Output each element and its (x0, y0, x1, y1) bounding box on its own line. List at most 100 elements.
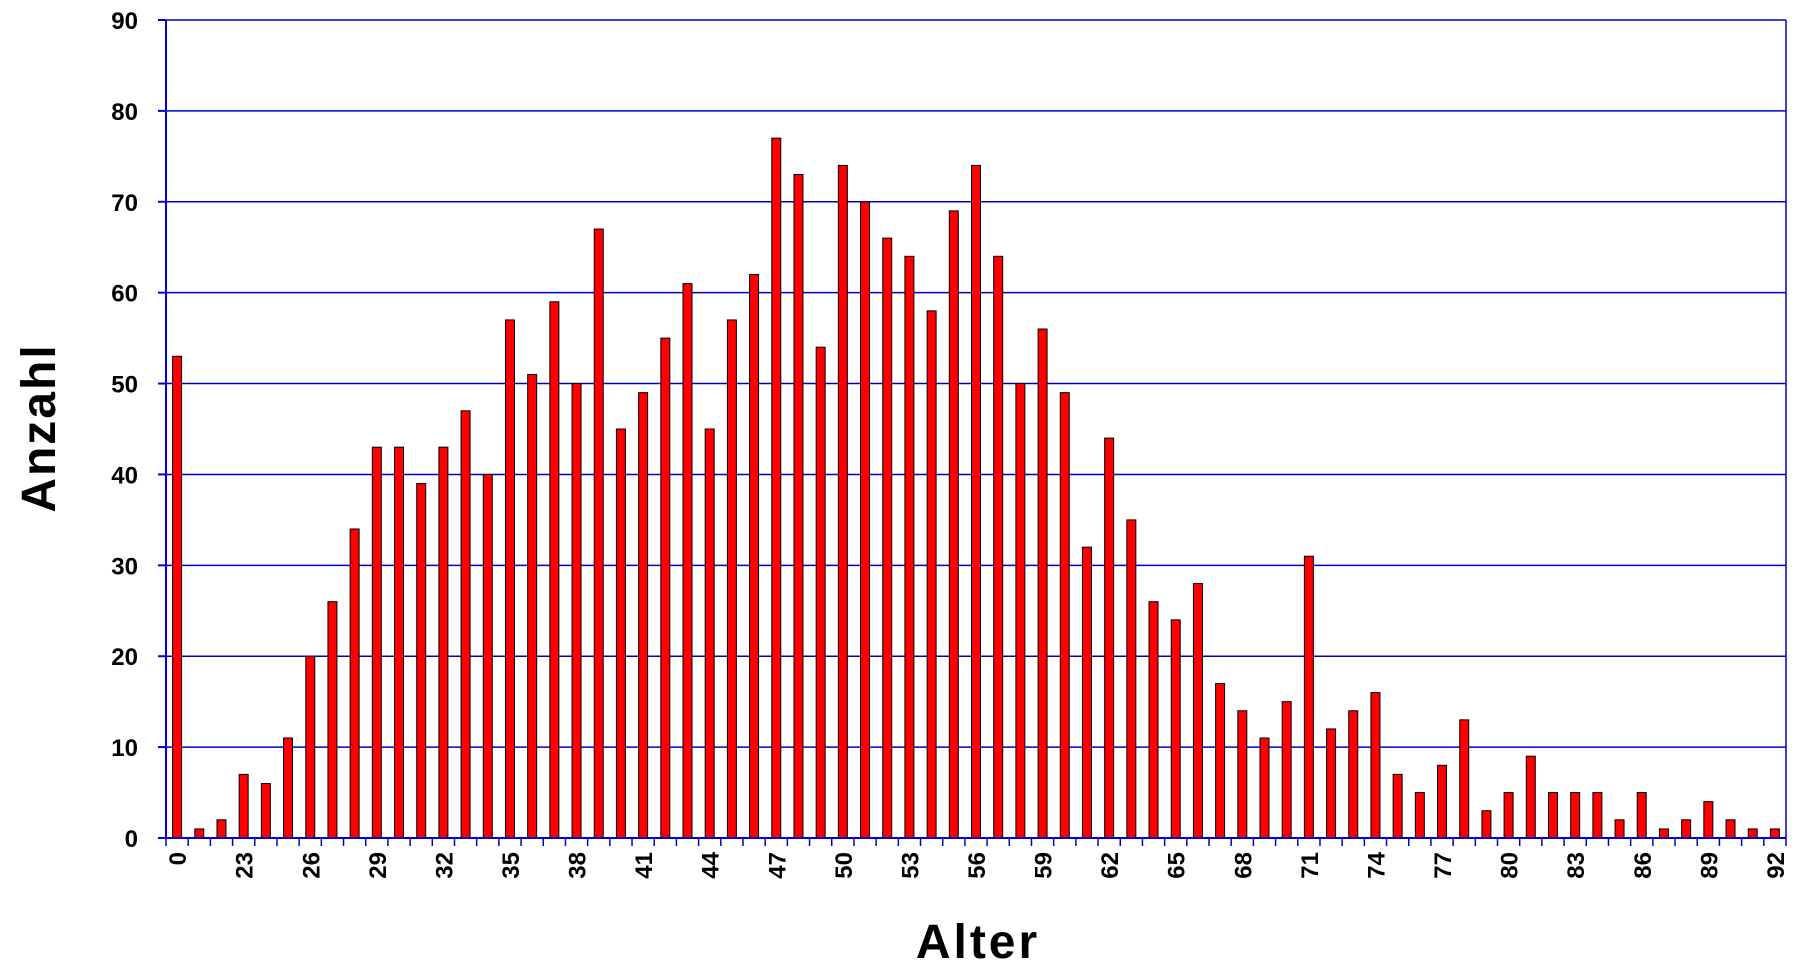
bar-75 (1392, 773, 1403, 839)
bars (172, 137, 1780, 839)
bar-76 (1414, 792, 1425, 839)
bar-47 (771, 137, 782, 839)
bar-84 (1592, 792, 1603, 839)
bar-33 (460, 410, 471, 839)
bar-0 (172, 355, 183, 839)
bar-45 (726, 319, 737, 839)
bar-86 (1636, 792, 1647, 839)
x-tick-label: 68 (1230, 852, 1257, 879)
x-tick-label: 83 (1563, 852, 1590, 879)
x-tick-label: 59 (1031, 852, 1058, 879)
bar-40 (615, 428, 626, 839)
bar-36 (527, 373, 538, 839)
x-tick-label: 44 (698, 851, 725, 878)
bar-78 (1459, 719, 1470, 839)
bar-56 (971, 164, 981, 839)
bar-53 (904, 255, 915, 839)
bar-91 (1747, 828, 1758, 839)
bar-48 (793, 174, 804, 839)
x-tick-label: 92 (1763, 852, 1790, 879)
x-tick-label: 29 (365, 852, 392, 879)
bar-49 (815, 346, 826, 839)
x-tick-label: 65 (1164, 852, 1191, 879)
y-tick-label: 0 (125, 826, 138, 853)
y-tick-label: 70 (111, 190, 138, 217)
x-tick-label: 77 (1430, 852, 1457, 879)
bar-83 (1570, 792, 1581, 839)
bar-92 (1769, 828, 1780, 839)
bar-54 (926, 310, 937, 839)
x-tick-label: 74 (1363, 851, 1390, 878)
bar-55 (948, 210, 959, 839)
bar-42 (660, 337, 671, 839)
bar-60 (1059, 392, 1070, 839)
y-tick-label: 20 (111, 644, 138, 671)
x-tick-label: 89 (1696, 852, 1723, 879)
y-tick-label: 50 (111, 372, 138, 399)
bar-59 (1037, 328, 1048, 839)
bar-68 (1237, 710, 1248, 839)
y-axis-title: Anzahl (13, 343, 66, 512)
y-tick-label: 10 (111, 735, 138, 762)
x-tick-label: 62 (1097, 852, 1124, 879)
bar-87 (1658, 828, 1669, 839)
axes (158, 19, 1787, 846)
bar-62 (1104, 437, 1115, 839)
bar-65 (1170, 619, 1181, 839)
bar-82 (1547, 792, 1558, 839)
bar-71 (1303, 555, 1314, 839)
bar-81 (1525, 755, 1536, 839)
bar-32 (438, 446, 449, 839)
bar-88 (1681, 819, 1692, 839)
bar-44 (704, 428, 715, 839)
bar-64 (1148, 601, 1159, 839)
bar-26 (305, 655, 316, 839)
bar-89 (1703, 801, 1714, 839)
y-tick-label: 90 (111, 8, 138, 35)
bar-30 (394, 446, 405, 839)
x-tick-label: 53 (897, 852, 924, 879)
bar-73 (1348, 710, 1359, 839)
bar-41 (638, 392, 649, 839)
bar-57 (993, 255, 1004, 839)
bar-31 (416, 483, 427, 839)
bar-34 (482, 473, 493, 839)
bar-23 (238, 773, 249, 839)
bar-52 (882, 237, 893, 839)
x-tick-label: 38 (565, 852, 592, 879)
bar-74 (1370, 692, 1381, 839)
bar-39 (593, 228, 604, 839)
bar-46 (749, 273, 760, 839)
bar-80 (1503, 792, 1514, 839)
bar-27 (327, 601, 338, 839)
bar-66 (1192, 583, 1203, 839)
bar-28 (349, 528, 360, 839)
bar-25 (283, 737, 294, 839)
bar-43 (682, 283, 693, 839)
bar-24 (260, 782, 271, 839)
bar-63 (1126, 519, 1137, 839)
x-tick-label: 41 (631, 852, 658, 879)
bar-50 (837, 164, 848, 839)
bar-79 (1481, 810, 1492, 839)
bar-72 (1326, 728, 1337, 839)
bar-61 (1081, 546, 1092, 839)
bar-58 (1015, 383, 1026, 839)
x-tick-label: 50 (831, 852, 858, 879)
bar-38 (571, 383, 582, 839)
y-tick-label: 60 (111, 281, 138, 308)
bar-51 (860, 201, 871, 839)
x-tick-label: 26 (298, 852, 325, 879)
x-tick-label: 80 (1497, 852, 1524, 879)
x-tick-label: 35 (498, 852, 525, 879)
bar-37 (549, 301, 560, 839)
bar-77 (1437, 764, 1448, 839)
bar-21 (194, 828, 205, 839)
x-tick-label: 32 (431, 852, 458, 879)
x-tick-label: 86 (1630, 852, 1657, 879)
x-tick-label: 0 (165, 852, 192, 865)
y-tick-labels: 0 10 20 30 40 50 60 70 80 90 (111, 8, 138, 853)
x-tick-label: 71 (1297, 852, 1324, 879)
bar-85 (1614, 819, 1625, 839)
